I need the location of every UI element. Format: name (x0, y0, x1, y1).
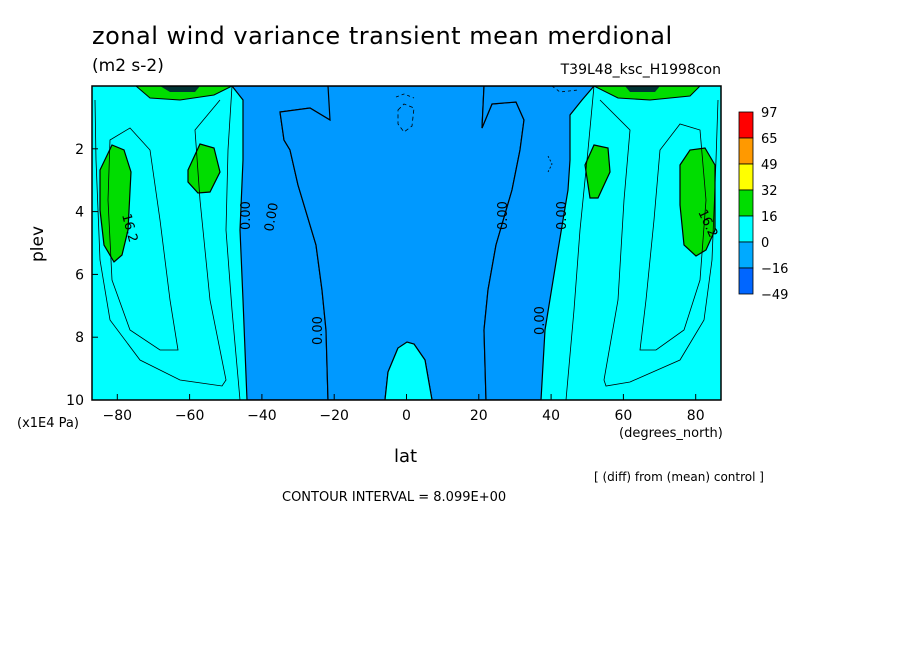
blob-green-top (135, 86, 233, 101)
contour-line (639, 123, 707, 351)
contour-label: 16.2 (118, 212, 140, 244)
y-tick-label: 6 (75, 267, 84, 283)
colorbar-swatch (738, 215, 754, 243)
plot-area (92, 86, 721, 400)
y-axis-units: (x1E4 Pa) (17, 416, 79, 431)
colorbar-swatch (738, 241, 754, 269)
x-axis-label: lat (394, 446, 418, 467)
chart-units: (m2 s-2) (92, 56, 164, 76)
contour-line (225, 86, 241, 400)
x-tick-label: 80 (687, 408, 705, 424)
x-axis-units: (degrees_north) (619, 426, 723, 441)
colorbar-label: 16 (761, 210, 778, 225)
colorbar-label: −49 (761, 288, 788, 303)
y-tick-label: 2 (75, 142, 84, 158)
run-label: T39L48_ksc_H1998con (560, 62, 721, 78)
colorbar-label: 97 (761, 106, 778, 121)
x-tick-label: 20 (470, 408, 488, 424)
colorbar-swatch (738, 111, 754, 139)
chart-title: zonal wind variance transient mean merdi… (92, 22, 673, 50)
field-negative (481, 86, 595, 400)
x-ticks: −80 −60 −40 −20 0 20 40 60 80 (103, 394, 705, 424)
y-tick-label: 4 (75, 205, 84, 221)
contour-label: 0.00 (496, 201, 511, 230)
colorbar-label: 32 (761, 184, 778, 199)
contour-line (107, 127, 179, 351)
contour-label: 0.00 (555, 201, 570, 230)
footnote: [ (diff) from (mean) control ] (594, 470, 764, 484)
x-tick-label: 60 (614, 408, 632, 424)
x-tick-label: −60 (175, 408, 205, 424)
contour-line (599, 99, 719, 387)
contour-dashed (547, 155, 553, 173)
y-tick-label: 8 (75, 330, 84, 346)
blob-green (679, 147, 716, 257)
contour-line (565, 86, 595, 400)
colorbar: 97 65 49 32 16 0 −16 −49 (738, 106, 788, 303)
blob-green-top (593, 86, 701, 101)
colorbar-swatch (738, 189, 754, 217)
contour-interval: CONTOUR INTERVAL = 8.099E+00 (282, 490, 507, 505)
contour-dashed (395, 93, 415, 99)
colorbar-swatch (738, 163, 754, 191)
colorbar-label: 65 (761, 132, 778, 147)
colorbar-label: 49 (761, 158, 778, 173)
colorbar-label: −16 (761, 262, 788, 277)
y-tick-label: 10 (66, 393, 84, 409)
blob-green (584, 144, 611, 199)
x-tick-label: 0 (402, 408, 411, 424)
blob-green (187, 143, 221, 194)
y-ticks: 2 4 6 8 10 (66, 142, 98, 409)
blob-green (99, 144, 132, 263)
x-tick-label: 40 (542, 408, 560, 424)
colorbar-label: 0 (761, 236, 769, 251)
x-tick-label: −20 (319, 408, 349, 424)
field-positive-tongue (384, 341, 433, 400)
contour-line (94, 99, 227, 387)
colorbar-swatch (738, 267, 754, 295)
contour-label: 0.00 (262, 202, 282, 233)
blob-dark-top (160, 86, 200, 92)
blob-dark-top (625, 86, 660, 92)
contour-label: 0.00 (239, 201, 254, 230)
contour-label: 0.00 (311, 316, 326, 345)
x-tick-label: −80 (103, 408, 133, 424)
x-tick-label: −40 (247, 408, 277, 424)
colorbar-swatch (738, 137, 754, 165)
contour-label: 0.00 (533, 306, 548, 335)
contour-dashed (397, 103, 415, 133)
